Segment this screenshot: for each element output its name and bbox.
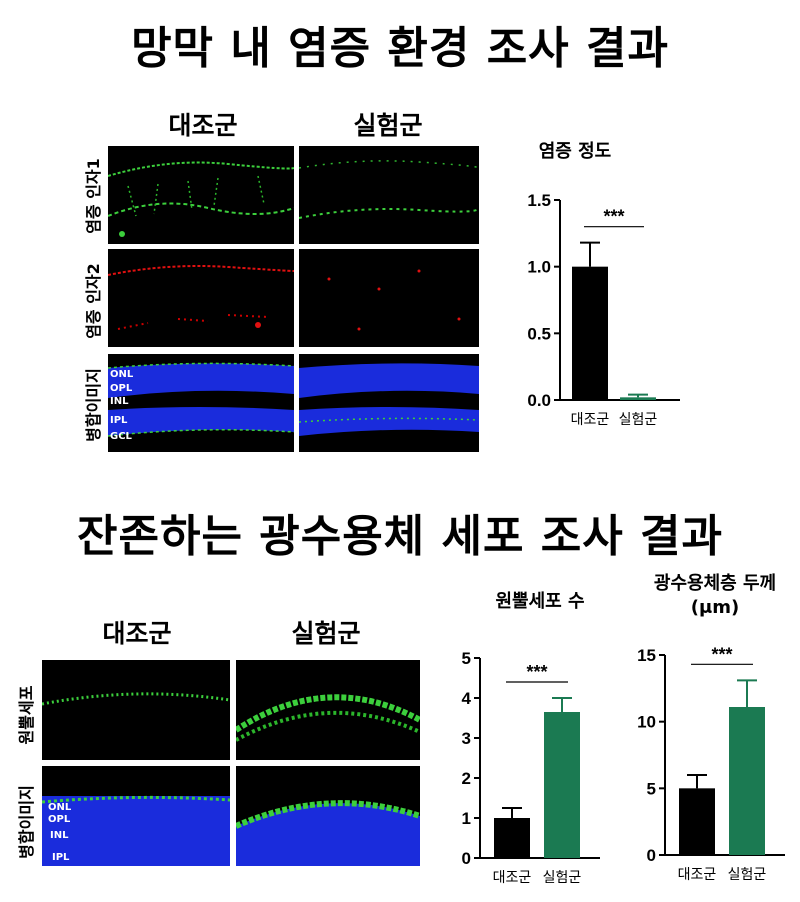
image-merged2-treated bbox=[236, 766, 420, 866]
bar-treated bbox=[729, 707, 765, 855]
y-tick-label: 10 bbox=[637, 713, 656, 732]
x-tick-label: 대조군 bbox=[493, 869, 532, 885]
layer-label-opl: OPL bbox=[110, 383, 133, 394]
section2-title: 잔존하는 광수용체 세포 조사 결과 bbox=[77, 511, 723, 562]
image-merged-control: ONL OPL INL IPL GCL bbox=[108, 354, 294, 452]
image-factor1-treated bbox=[299, 146, 479, 244]
bar-control bbox=[679, 788, 715, 855]
section1-title: 망막 내 염증 환경 조사 결과 bbox=[131, 23, 669, 74]
chart-inflammation: 0.0 0.5 1.0 1.5 대조군 실험군 *** bbox=[527, 191, 680, 427]
row-label-factor1: 염증 인자1 bbox=[84, 158, 103, 234]
image-factor2-control bbox=[108, 249, 294, 347]
bar-control bbox=[494, 818, 530, 858]
bar-control bbox=[572, 266, 608, 400]
y-tick-label: 3 bbox=[462, 729, 471, 748]
col-control-label: 대조군 bbox=[168, 111, 238, 140]
row-label-cone: 원뿔세포 bbox=[17, 685, 36, 745]
x-tick-label: 실험군 bbox=[728, 866, 767, 882]
layer-label-inl-2: INL bbox=[50, 830, 69, 841]
y-tick-label: 1 bbox=[462, 809, 471, 828]
layer-label-gcl: GCL bbox=[110, 431, 132, 442]
layer-label-opl-2: OPL bbox=[48, 814, 71, 825]
y-tick-label: 15 bbox=[637, 646, 656, 665]
image-merged-treated bbox=[299, 354, 479, 452]
chart2-title: 원뿔세포 수 bbox=[495, 591, 585, 612]
image-factor1-control bbox=[108, 146, 294, 244]
y-tick-label: 0 bbox=[462, 849, 471, 868]
image-cone-control bbox=[42, 660, 230, 760]
significance-stars: *** bbox=[711, 644, 732, 664]
x-tick-label: 실험군 bbox=[619, 411, 658, 427]
col-control-label-2: 대조군 bbox=[102, 619, 172, 648]
layer-label-onl: ONL bbox=[110, 369, 134, 380]
image-merged2-control: ONL OPL INL IPL bbox=[42, 766, 230, 866]
row-label-factor2: 염증 인자2 bbox=[84, 263, 103, 339]
y-tick-label: 0 bbox=[647, 846, 656, 865]
chart1-title: 염증 정도 bbox=[538, 141, 612, 162]
layer-label-onl-2: ONL bbox=[48, 802, 72, 813]
col-treated-label-2: 실험군 bbox=[291, 619, 361, 648]
significance-stars: *** bbox=[526, 662, 547, 682]
significance-stars: *** bbox=[603, 207, 624, 227]
row-label-merged-2: 병합이미지 bbox=[17, 785, 36, 859]
y-tick-label: 1.0 bbox=[527, 258, 551, 277]
bar-treated bbox=[544, 712, 580, 858]
y-tick-label: 5 bbox=[647, 779, 656, 798]
image-factor2-treated bbox=[299, 249, 479, 347]
bar-treated bbox=[620, 397, 656, 400]
chart-cone-count: 0 1 2 3 4 5 대조군 실험군 *** bbox=[462, 649, 600, 885]
y-tick-label: 4 bbox=[462, 689, 472, 708]
x-tick-label: 대조군 bbox=[678, 866, 717, 882]
y-tick-label: 2 bbox=[462, 769, 471, 788]
y-tick-label: 5 bbox=[462, 649, 471, 668]
layer-label-inl: INL bbox=[110, 396, 129, 407]
chart3-title: 광수용체층 두께 (μm) bbox=[653, 573, 777, 618]
layer-label-ipl: IPL bbox=[110, 415, 128, 426]
row-label-merged: 병합이미지 bbox=[84, 368, 103, 442]
chart-layer-thickness: 0 5 10 15 대조군 실험군 *** bbox=[637, 644, 785, 882]
image-cone-treated bbox=[236, 660, 420, 760]
layer-label-ipl-2: IPL bbox=[52, 852, 70, 863]
y-tick-label: 0.0 bbox=[527, 391, 551, 410]
y-tick-label: 1.5 bbox=[527, 191, 551, 210]
col-treated-label: 실험군 bbox=[353, 111, 423, 140]
y-tick-label: 0.5 bbox=[527, 324, 551, 343]
x-tick-label: 실험군 bbox=[543, 869, 582, 885]
x-tick-label: 대조군 bbox=[571, 411, 610, 427]
